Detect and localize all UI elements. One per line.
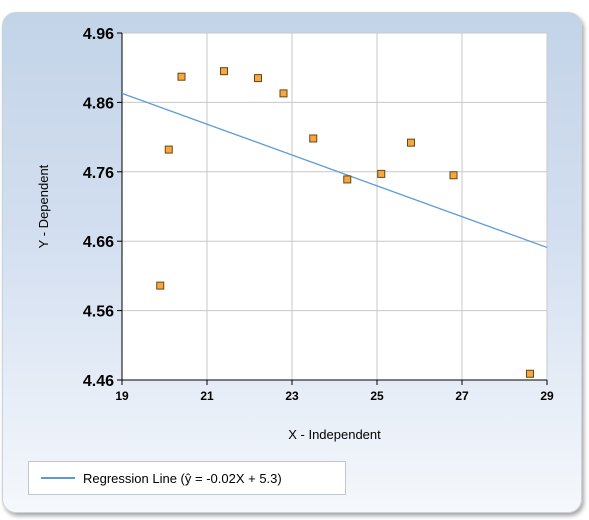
x-tick-label: 23 xyxy=(285,389,299,403)
data-point xyxy=(156,281,165,290)
data-point xyxy=(177,72,186,81)
y-axis-title: Y - Dependent xyxy=(36,164,51,248)
axes xyxy=(117,32,548,385)
data-point xyxy=(343,175,352,184)
data-point xyxy=(279,89,288,98)
y-tick-label: 4.46 xyxy=(83,373,114,390)
y-tick-label: 4.66 xyxy=(83,234,114,251)
y-tick-label: 4.76 xyxy=(83,165,114,182)
legend-line-swatch xyxy=(41,477,75,479)
legend: Regression Line (ŷ = -0.02X + 5.3) xyxy=(28,461,346,495)
data-point xyxy=(220,67,228,76)
x-tick-label: 29 xyxy=(540,389,554,403)
data-points xyxy=(156,67,534,378)
plot-background xyxy=(122,33,547,380)
plot-area: 19 21 23 25 27 29 4.46 4.56 4.66 4.76 4.86 4.96 xyxy=(83,26,554,403)
tick-labels: 19 21 23 25 27 29 4.46 4.56 4.66 4.76 4.86 4.96 xyxy=(83,26,554,403)
data-point xyxy=(407,138,415,147)
grid-lines xyxy=(122,32,548,380)
x-tick-label: 19 xyxy=(115,389,129,403)
data-point xyxy=(254,74,262,83)
y-tick-label: 4.96 xyxy=(83,26,114,43)
x-tick-label: 27 xyxy=(455,389,469,403)
regression-line-layer xyxy=(121,92,548,249)
data-point xyxy=(309,134,318,143)
x-tick-label: 25 xyxy=(370,389,384,403)
data-point xyxy=(377,169,386,178)
legend-label: Regression Line (ŷ = -0.02X + 5.3) xyxy=(83,470,282,486)
x-tick-label: 21 xyxy=(200,389,214,403)
y-tick-label: 4.86 xyxy=(83,95,114,112)
data-point xyxy=(526,369,534,378)
data-point xyxy=(449,171,458,180)
regression-line xyxy=(121,92,548,249)
x-axis-title: X - Independent xyxy=(288,427,381,442)
y-tick-label: 4.56 xyxy=(83,304,114,321)
data-point xyxy=(164,145,173,154)
